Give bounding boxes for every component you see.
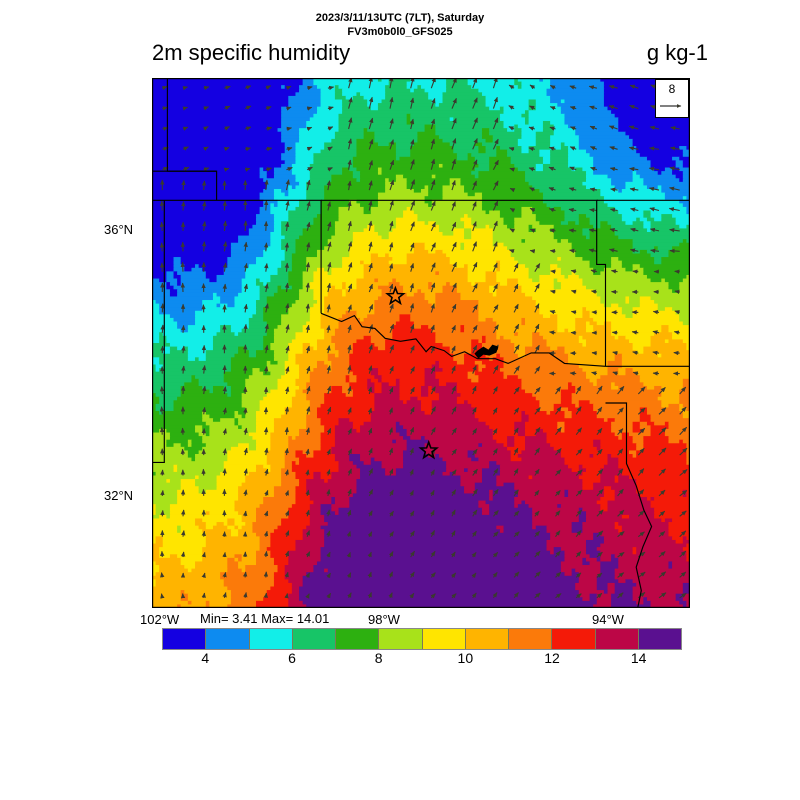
colorbar-segment (292, 629, 336, 649)
colorbar-segment (595, 629, 639, 649)
colorbar-segment (638, 629, 681, 649)
wind-vector-layer (159, 78, 688, 599)
title-model-run: FV3m0b0l0_GFS025 (347, 26, 453, 38)
right-arrow-icon (656, 98, 688, 114)
state-boundary-layer (152, 78, 690, 608)
colorbar-segment (422, 629, 466, 649)
colorbar-segment (249, 629, 293, 649)
vector-legend-value: 8 (668, 82, 676, 96)
colorbar-tick: 12 (544, 650, 560, 666)
colorbar-tick-labels: 4 6 8 10 12 14 (162, 650, 682, 670)
colorbar-segment (163, 629, 207, 649)
wind-vector-legend: 8 (655, 79, 689, 118)
xtick-label-102W: 102°W (140, 612, 180, 627)
colorbar-segment (465, 629, 509, 649)
station-marker-layer (385, 285, 439, 460)
map-plot-area (152, 78, 690, 608)
colorbar-segment (336, 629, 380, 649)
colorbar-tick: 8 (374, 650, 383, 666)
units-label: g kg-1 (646, 40, 708, 65)
colorbar-tick: 14 (630, 650, 647, 666)
xtick-label-94W: 94°W (592, 612, 624, 627)
ytick-label-36N: 36°N (104, 222, 134, 237)
humidity-shaded-field (152, 78, 690, 608)
xtick-label-98W: 98°W (368, 612, 400, 627)
colorbar-tick: 6 (288, 650, 296, 666)
ytick-label-32N: 32°N (104, 488, 134, 503)
page-title: 2m specific humidity (152, 40, 351, 65)
colorbar-segment (509, 629, 553, 649)
colorbar-segment (552, 629, 596, 649)
colorbar-tick: 10 (457, 650, 474, 666)
plot-frame (152, 78, 690, 608)
map-canvas (152, 78, 690, 608)
colorbar-tick: 4 (201, 650, 210, 666)
title-datetime: 2023/3/11/13UTC (7LT), Saturday (315, 12, 485, 24)
colorbar-segment (206, 629, 250, 649)
colorbar-segment (379, 629, 423, 649)
colorbar (162, 628, 682, 650)
min-max-annotation: Min= 3.41 Max= 14.01 (200, 611, 330, 626)
